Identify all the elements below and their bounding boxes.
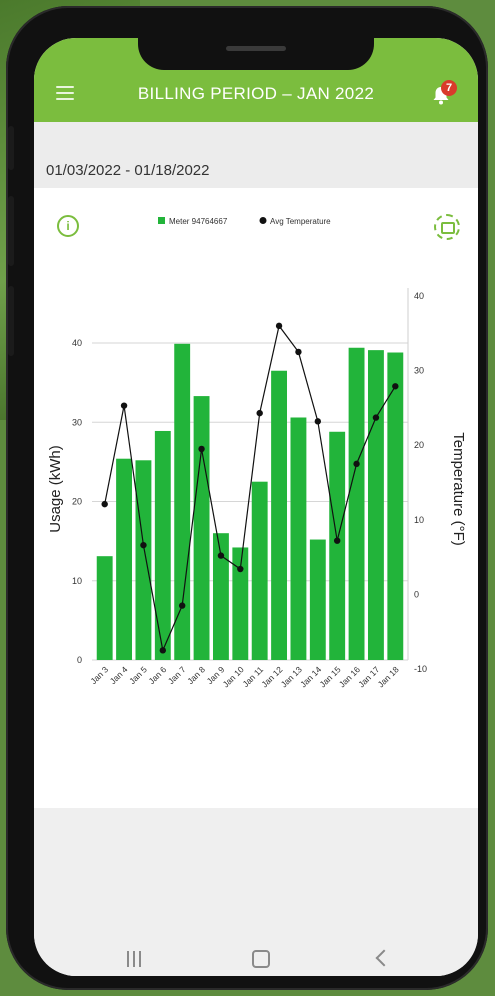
y2-axis-label: Temperature (°F)	[450, 432, 467, 546]
y2-tick-label: 20	[414, 440, 424, 450]
period-band	[34, 122, 478, 188]
x-tick-label: Jan 4	[108, 664, 130, 686]
y-tick-label: 10	[72, 576, 82, 586]
usage-bar	[135, 460, 152, 660]
y-tick-label: 20	[72, 497, 82, 507]
y2-tick-label: 30	[414, 366, 424, 376]
y-axis-label: Usage (kWh)	[47, 445, 64, 533]
usage-bar	[309, 539, 326, 660]
usage-bar	[251, 481, 268, 660]
app-screen: BILLING PERIOD – JAN 2022 7 01/03/2022 -…	[34, 38, 478, 976]
usage-bar	[174, 343, 191, 660]
date-range-label[interactable]: 01/03/2022 - 01/18/2022	[46, 162, 210, 179]
temperature-point	[120, 402, 128, 409]
y2-tick-label: 0	[414, 589, 419, 599]
bottom-area	[34, 808, 478, 976]
phone-frame: BILLING PERIOD – JAN 2022 7 01/03/2022 -…	[6, 6, 488, 990]
legend-label-usage: Meter 94764667	[169, 217, 228, 226]
temperature-point	[333, 537, 341, 544]
speaker-icon	[226, 46, 286, 51]
usage-bar	[329, 431, 346, 660]
usage-bar	[212, 533, 229, 660]
y2-tick-label: 40	[414, 291, 424, 301]
info-icon[interactable]: i	[57, 215, 79, 237]
y2-tick-label: 10	[414, 515, 424, 525]
temperature-point	[217, 552, 225, 559]
chart-settings-icon[interactable]	[434, 214, 460, 240]
page-title: BILLING PERIOD – JAN 2022	[137, 84, 375, 103]
x-tick-label: Jan 8	[185, 664, 207, 686]
usage-bar	[290, 417, 307, 660]
temperature-point	[353, 460, 360, 468]
legend-swatch-usage	[158, 217, 165, 224]
usage-bar	[193, 396, 210, 660]
usage-bar	[348, 347, 365, 660]
temperature-point	[295, 348, 302, 356]
temperature-point	[178, 602, 186, 609]
temperature-point	[198, 445, 205, 453]
temperature-point	[256, 409, 263, 417]
x-tick-label: Jan 6	[146, 664, 168, 686]
recent-apps-icon[interactable]	[127, 951, 141, 967]
usage-bar	[116, 458, 133, 660]
side-button	[8, 196, 14, 266]
notification-badge: 7	[441, 80, 457, 96]
y-tick-label: 40	[72, 338, 82, 348]
temperature-point	[101, 500, 108, 508]
legend-swatch-temperature	[259, 217, 267, 224]
usage-chart: 0 10 20 30 40 -10 0 10 20 30 40 Usage (kWh) Temperat…	[47, 217, 467, 689]
temperature-point	[372, 414, 380, 421]
x-tick-label: Jan 3	[88, 664, 110, 686]
x-tick-label: Jan 7	[166, 664, 188, 686]
temperature-point	[159, 647, 167, 654]
temperature-point	[140, 541, 147, 549]
usage-bar	[387, 352, 404, 660]
hamburger-menu-icon[interactable]	[56, 86, 74, 100]
usage-bar	[232, 547, 249, 660]
side-button	[8, 286, 14, 356]
temperature-line	[104, 324, 396, 653]
x-tick-label: Jan 5	[127, 664, 149, 686]
usage-bar	[154, 430, 171, 660]
side-button	[8, 126, 14, 170]
camera-notch	[138, 38, 374, 70]
temperature-point	[237, 565, 244, 573]
temperature-point	[275, 322, 283, 330]
x-tick-label: Jan 10	[221, 664, 246, 689]
temperature-point	[314, 418, 322, 425]
y2-tick-label: -10	[414, 664, 427, 674]
usage-bar	[96, 556, 113, 660]
y-tick-label: 0	[77, 655, 82, 665]
y-tick-label: 30	[72, 417, 82, 427]
usage-bar	[367, 350, 384, 660]
usage-bar	[271, 370, 288, 660]
temperature-point	[392, 383, 399, 390]
legend-label-temperature: Avg Temperature	[270, 217, 331, 226]
x-tick-label: Jan 18	[376, 664, 401, 689]
home-icon[interactable]	[252, 950, 270, 968]
